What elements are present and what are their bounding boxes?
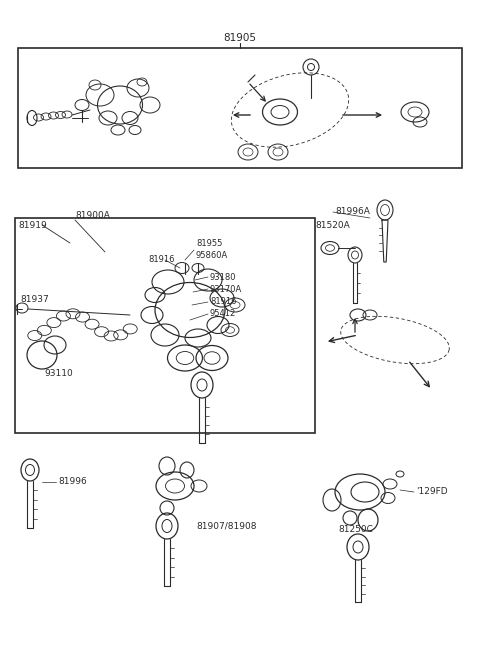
Text: 93110: 93110 [44,369,73,378]
Text: 95412: 95412 [210,309,236,319]
Text: '129FD: '129FD [416,487,448,497]
Text: 81905: 81905 [224,33,256,43]
Text: 81900A: 81900A [75,210,110,219]
Bar [15,218,315,433]
Text: 81520A: 81520A [315,221,350,231]
Text: 81955: 81955 [196,240,222,248]
Text: 93170A: 93170A [210,284,242,294]
Text: 81907/81908: 81907/81908 [196,522,256,530]
Text: 81916: 81916 [210,298,237,307]
Text: 81916: 81916 [148,256,175,265]
Text: 81919: 81919 [18,221,47,229]
Text: 81996: 81996 [58,478,87,486]
Text: 93180: 93180 [210,273,237,281]
Text: 95860A: 95860A [196,252,228,260]
Text: 81996A: 81996A [335,208,370,217]
Bar [18,48,462,168]
Text: 81250C: 81250C [338,526,373,535]
Text: 81937: 81937 [20,296,49,304]
